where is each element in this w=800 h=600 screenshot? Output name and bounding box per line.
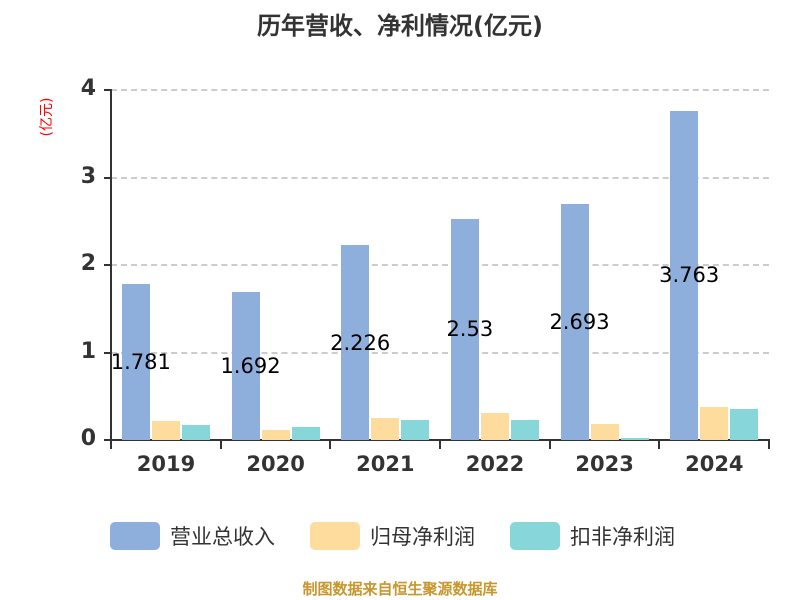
- legend-label: 扣非净利润: [570, 525, 675, 549]
- y-tick-label: 3: [80, 163, 96, 189]
- legend-item-revenue[interactable]: 营业总收入: [110, 522, 275, 550]
- x-tick-label: 2019: [136, 452, 196, 476]
- y-tick-mark: [104, 351, 112, 354]
- x-tick-label: 2023: [575, 452, 634, 476]
- bar-net-profit-2023[interactable]: [590, 424, 619, 440]
- x-tick-label: 2022: [465, 452, 525, 476]
- y-tick-mark: [104, 264, 112, 266]
- y-tick-mark: [104, 89, 112, 91]
- bar-revenue-2021[interactable]: [341, 245, 370, 440]
- x-tick-mark: [329, 439, 332, 449]
- bar-net-profit-2022[interactable]: [480, 412, 509, 440]
- y-tick-label: 1: [80, 338, 96, 364]
- bar-deducted-net-profit-2019[interactable]: [181, 425, 210, 440]
- x-tick-mark: [548, 439, 551, 449]
- data-label: 1.781: [110, 350, 171, 375]
- x-tick-mark: [110, 439, 112, 449]
- legend-label: 营业总收入: [170, 525, 275, 549]
- x-tick-mark: [219, 439, 222, 449]
- chart-title: 历年营收、净利情况(亿元): [257, 12, 543, 40]
- source-footnote: 制图数据来自恒生聚源数据库: [302, 580, 498, 598]
- legend-item-deducted-net-profit[interactable]: 扣非净利润: [510, 522, 675, 550]
- x-axis-line: [104, 439, 770, 441]
- x-tick-label: 2020: [246, 452, 305, 476]
- y-tick-label: 4: [80, 76, 96, 101]
- legend: 营业总收入 归母净利润 扣非净利润: [0, 522, 800, 552]
- data-label: 2.53: [446, 317, 494, 342]
- y-tick-mark: [104, 176, 112, 179]
- bar-net-profit-2019[interactable]: [151, 420, 180, 440]
- data-label: 2.693: [549, 310, 610, 335]
- data-label: 3.763: [659, 263, 720, 288]
- data-label: 1.692: [220, 353, 281, 378]
- bar-revenue-2022[interactable]: [450, 218, 479, 440]
- x-tick-mark: [658, 439, 661, 449]
- bar-net-profit-2020[interactable]: [261, 430, 290, 440]
- bar-deducted-net-profit-2020[interactable]: [291, 426, 320, 440]
- legend-label: 归母净利润: [370, 525, 475, 549]
- gridline: [111, 264, 769, 266]
- legend-item-net-profit[interactable]: 归母净利润: [310, 522, 475, 550]
- y-axis-line: [110, 90, 112, 448]
- gridline: [111, 351, 769, 354]
- bar-deducted-net-profit-2022[interactable]: [510, 419, 539, 440]
- gridline: [111, 176, 769, 179]
- bar-revenue-2024[interactable]: [670, 110, 699, 440]
- y-tick-label: 0: [80, 426, 96, 451]
- bar-deducted-net-profit-2024[interactable]: [730, 409, 759, 440]
- bar-deducted-net-profit-2021[interactable]: [401, 419, 430, 440]
- legend-swatch-net-profit: [310, 522, 360, 550]
- legend-swatch-deducted-net-profit: [510, 522, 560, 550]
- x-tick-mark: [768, 439, 770, 449]
- data-label: 2.226: [330, 330, 391, 355]
- y-tick-mark: [104, 439, 112, 441]
- bar-revenue-2020[interactable]: [231, 291, 260, 440]
- bar-deducted-net-profit-2023[interactable]: [620, 438, 649, 440]
- bar-net-profit-2021[interactable]: [371, 418, 400, 440]
- x-tick-mark: [439, 439, 441, 449]
- gridline: [111, 89, 769, 91]
- y-tick-label: 2: [80, 251, 96, 276]
- x-tick-label: 2024: [685, 452, 744, 476]
- bar-revenue-2019[interactable]: [121, 284, 150, 440]
- bar-revenue-2023[interactable]: [560, 204, 589, 440]
- legend-swatch-revenue: [110, 522, 160, 550]
- x-tick-label: 2021: [356, 452, 415, 476]
- bar-net-profit-2024[interactable]: [700, 406, 729, 440]
